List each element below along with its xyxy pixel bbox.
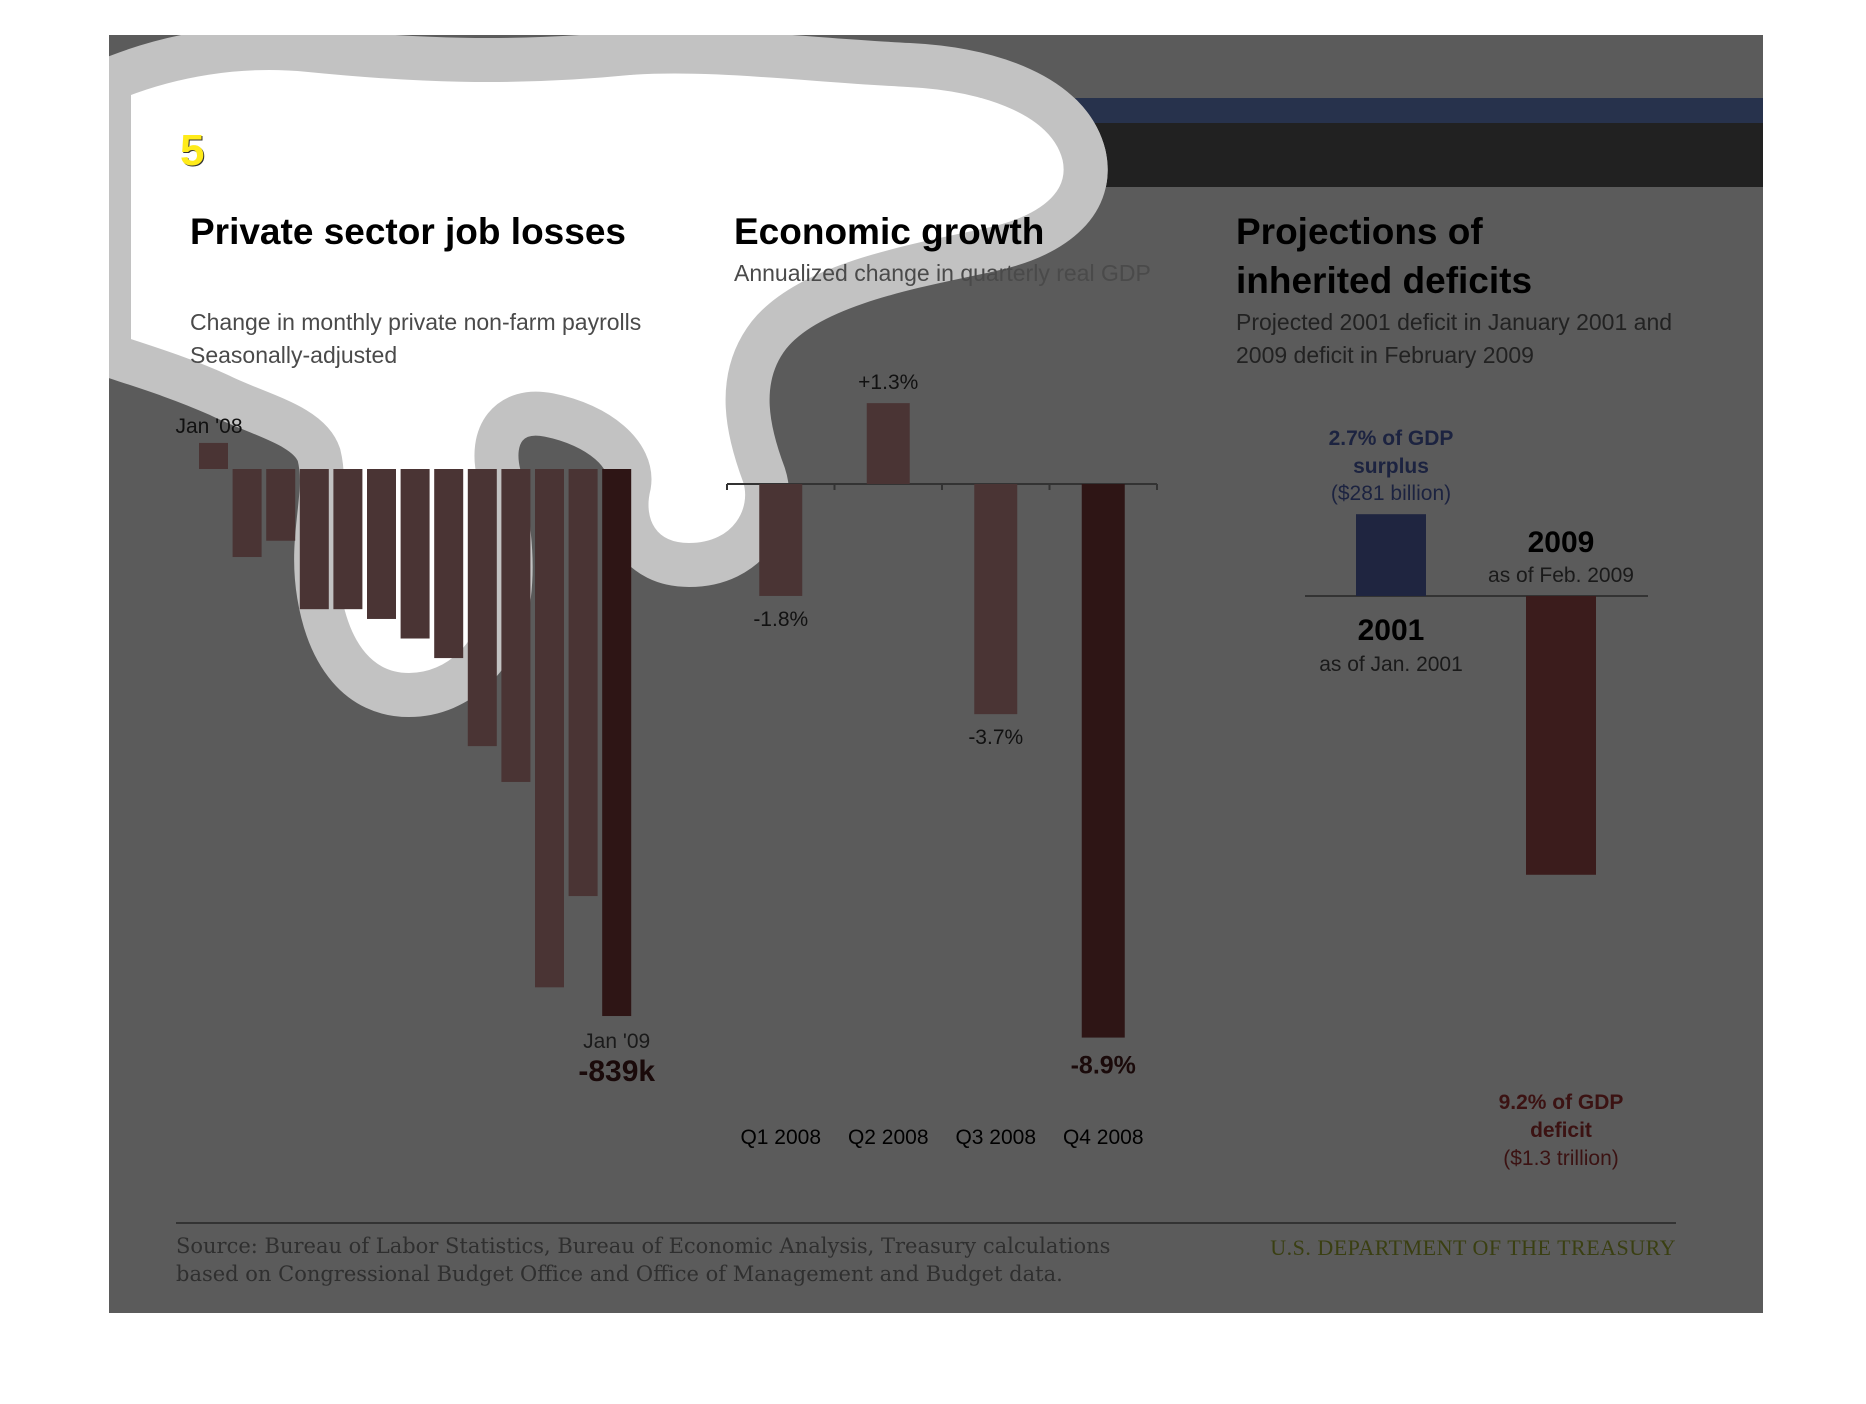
agency-name: U.S. DEPARTMENT OF THE TREASURY	[1270, 1235, 1676, 1260]
deficit-amount: ($1.3 trillion)	[1503, 1147, 1619, 1170]
jobs-bar	[535, 469, 564, 988]
deficit-bar	[1356, 514, 1426, 596]
footer-rule	[176, 1222, 1676, 1224]
jobs-bar	[467, 469, 497, 747]
gdp-bar	[866, 403, 910, 484]
jobs-bar	[299, 469, 329, 610]
source-line1: Source: Bureau of Labor Statistics, Bure…	[176, 1234, 1111, 1258]
deficits-subtitle-line2: 2009 deficit in February 2009	[1236, 342, 1534, 368]
gdp-data-label: -8.9%	[1071, 1052, 1136, 1080]
jobs-bar	[568, 469, 598, 897]
slide-title: 5 The Inherited Crisis	[180, 125, 663, 176]
slide: Crisis Response 5 The Inherited Crisis Pr…	[109, 35, 1763, 1313]
surplus-amount: ($281 billion)	[1331, 482, 1451, 505]
jobs-bar	[232, 469, 262, 558]
jobs-bar	[333, 469, 363, 610]
gdp-bar	[1081, 484, 1125, 1038]
deficits-subtitle-line1: Projected 2001 deficit in January 2001 a…	[1236, 309, 1673, 335]
jobs-subtitle-line1: Change in monthly private non-farm payro…	[190, 309, 642, 335]
deficits-title-line1: Projections of	[1236, 211, 1483, 252]
deficit-label-line1: 9.2% of GDP	[1499, 1091, 1624, 1114]
gdp-category-label: Q3 2008	[955, 1126, 1036, 1149]
gdp-bar	[759, 484, 803, 596]
jobs-bar	[501, 469, 531, 782]
jobs-chart: Jan '08 Jan '09-839k	[175, 415, 655, 1088]
asof-2001-label: as of Jan. 2001	[1319, 653, 1463, 676]
jobs-bar	[266, 469, 296, 541]
deficit-label-line2: deficit	[1530, 1119, 1592, 1142]
surplus-label-line2: surplus	[1353, 455, 1429, 478]
gdp-category-label: Q2 2008	[848, 1126, 929, 1149]
charts-canvas: Jan '08 Jan '09-839k -1.8% Q1 2008 +1.3% Q2 …	[175, 371, 1648, 1170]
section-label: Crisis Response	[180, 102, 314, 121]
jobs-bar	[602, 469, 632, 1017]
gdp-category-label: Q4 2008	[1063, 1126, 1144, 1149]
jobs-start-label: Jan '08	[175, 415, 242, 438]
surplus-label-line1: 2.7% of GDP	[1329, 427, 1454, 450]
jobs-bar	[434, 469, 464, 659]
jobs-end-value: -839k	[578, 1055, 655, 1088]
gdp-data-label: +1.3%	[858, 371, 918, 394]
jobs-bar	[367, 469, 396, 619]
slide-number: 5	[180, 126, 205, 175]
deficit-bar	[1526, 596, 1596, 875]
jobs-subtitle-line2: Seasonally-adjusted	[190, 342, 398, 368]
asof-2009-label: as of Feb. 2009	[1488, 564, 1634, 587]
gdp-bar	[974, 484, 1018, 715]
gdp-data-label: -3.7%	[968, 726, 1023, 749]
source-note: Source: Bureau of Labor Statistics, Bure…	[176, 1232, 1156, 1288]
gdp-subtitle: Annualized change in quarterly real GDP	[734, 260, 1151, 286]
slide-title-text: The Inherited Crisis	[216, 125, 664, 176]
gdp-panel-title: Economic growth	[734, 211, 1045, 252]
year-2001-label: 2001	[1358, 614, 1425, 647]
year-2009-label: 2009	[1528, 526, 1595, 559]
gdp-category-label: Q1 2008	[740, 1126, 821, 1149]
deficit-chart: 2.7% of GDP surplus ($281 billion) 2001 as o…	[1305, 427, 1648, 1170]
gdp-chart: -1.8% Q1 2008 +1.3% Q2 2008 -3.7% Q3 2008 -8.9…	[726, 371, 1158, 1149]
jobs-panel-title: Private sector job losses	[190, 211, 626, 252]
source-line2: based on Congressional Budget Office and…	[176, 1262, 1063, 1286]
jobs-bar	[400, 469, 430, 639]
jobs-bar	[199, 442, 228, 469]
deficits-title-line2: inherited deficits	[1236, 260, 1533, 301]
gdp-data-label: -1.8%	[753, 608, 808, 631]
jobs-end-label: Jan '09	[583, 1030, 650, 1053]
